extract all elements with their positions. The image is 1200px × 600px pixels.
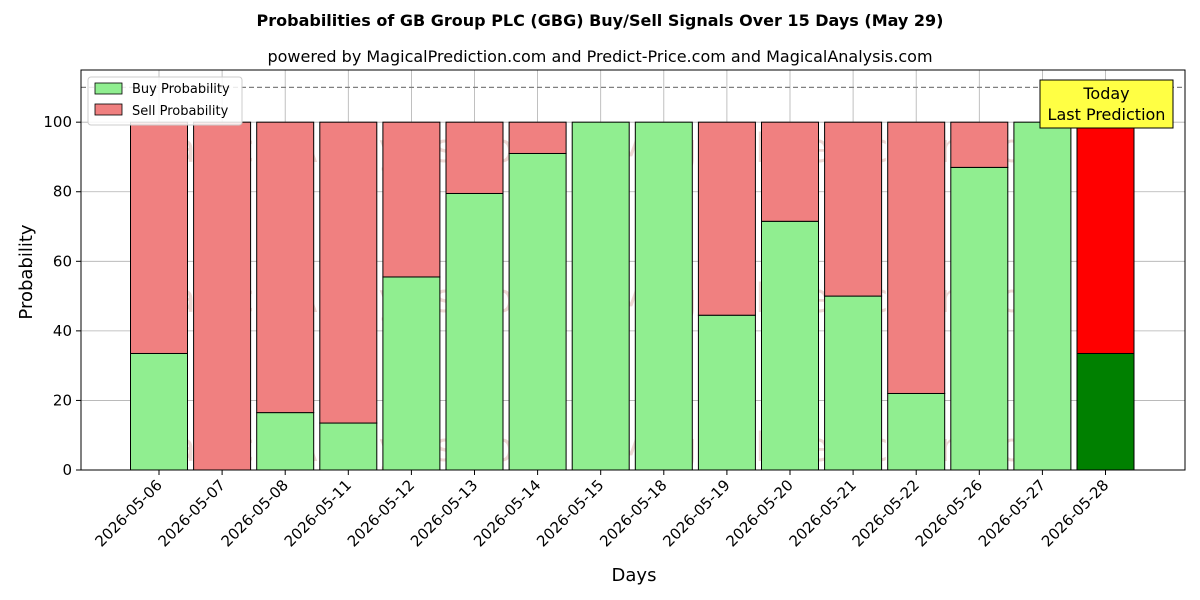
x-tick-label: 2026-05-22 <box>849 476 923 550</box>
bar-buy-2026-05-18 <box>634 121 693 471</box>
plot-frame <box>80 69 1186 471</box>
bar-buy-2026-05-06 <box>130 352 188 471</box>
bar-buy-2026-05-28 <box>1076 352 1135 471</box>
bar-buy-2026-05-22 <box>887 392 946 471</box>
chart-title: Probabilities of GB Group PLC (GBG) Buy/… <box>257 11 944 30</box>
bar-buy-2026-05-14 <box>508 152 567 471</box>
x-tick-label: 2026-05-27 <box>975 476 1049 550</box>
x-tick-label: 2026-05-15 <box>533 476 607 550</box>
bar-buy-2026-05-13 <box>445 192 504 471</box>
x-tick-label: 2026-05-11 <box>281 476 355 550</box>
bar-sell-2026-05-06 <box>130 121 188 354</box>
x-tick-label: 2026-05-06 <box>91 476 165 550</box>
x-tick-label: 2026-05-13 <box>407 476 481 550</box>
bar-buy-2026-05-11 <box>319 422 378 471</box>
y-axis-label: Probability <box>16 224 37 319</box>
x-tick-label: 2026-05-19 <box>659 476 733 550</box>
y-axis: 0 20 40 60 80 100 <box>43 113 81 479</box>
x-tick-label: 2026-05-14 <box>470 476 544 550</box>
bar-sell-2026-05-19 <box>697 121 756 316</box>
annotation-line-2: Last Prediction <box>1048 105 1166 124</box>
bar-sell-2026-05-22 <box>887 121 946 394</box>
bar-sell-2026-05-21 <box>824 121 883 297</box>
y-tick-label: 80 <box>53 183 72 201</box>
bar-sell-2026-05-13 <box>445 121 504 194</box>
x-tick-label: 2026-05-20 <box>722 476 796 550</box>
bar-buy-2026-05-08 <box>256 412 315 471</box>
bar-buy-2026-05-20 <box>761 220 819 471</box>
y-tick-label: 100 <box>43 113 72 131</box>
legend-label-buy: Buy Probability <box>132 82 230 97</box>
x-tick-label: 2026-05-18 <box>596 476 670 550</box>
today-annotation: Today Last Prediction <box>1039 79 1174 129</box>
bar-sell-2026-05-20 <box>761 121 819 222</box>
bar-buy-2026-05-12 <box>382 276 441 471</box>
bar-sell-2026-05-07 <box>193 121 252 471</box>
legend: Buy Probability Sell Probability <box>87 76 243 126</box>
bar-sell-2026-05-14 <box>508 121 567 154</box>
x-tick-label: 2026-05-07 <box>155 476 229 550</box>
bar-sell-2026-05-11 <box>319 121 378 424</box>
bar-buy-2026-05-26 <box>950 166 1009 471</box>
bar-buy-2026-05-19 <box>697 314 756 471</box>
bar-sell-2026-05-08 <box>256 121 315 414</box>
annotation-line-1: Today <box>1082 84 1129 103</box>
legend-label-sell: Sell Probability <box>132 104 229 119</box>
x-axis-label: Days <box>612 565 657 586</box>
y-tick-label: 60 <box>53 252 72 270</box>
y-tick-label: 40 <box>53 322 72 340</box>
x-axis: 2026-05-062026-05-072026-05-082026-05-11… <box>91 470 1112 550</box>
legend-swatch-sell <box>94 103 123 116</box>
x-tick-label: 2026-05-28 <box>1038 476 1112 550</box>
x-tick-label: 2026-05-21 <box>786 476 860 550</box>
bar-buy-2026-05-21 <box>824 295 883 471</box>
y-tick-label: 0 <box>62 461 72 479</box>
y-tick-label: 20 <box>53 391 72 409</box>
bars <box>130 121 1135 471</box>
bar-sell-2026-05-12 <box>382 121 441 278</box>
chart-subtitle: powered by MagicalPrediction.com and Pre… <box>267 47 932 66</box>
x-tick-label: 2026-05-12 <box>344 476 418 550</box>
bar-buy-2026-05-27 <box>1013 121 1072 471</box>
bar-buy-2026-05-15 <box>571 121 630 471</box>
x-tick-label: 2026-05-26 <box>912 476 986 550</box>
x-tick-label: 2026-05-08 <box>218 476 292 550</box>
bar-sell-2026-05-28 <box>1076 121 1135 354</box>
bar-sell-2026-05-26 <box>950 121 1009 168</box>
legend-swatch-buy <box>94 82 123 95</box>
